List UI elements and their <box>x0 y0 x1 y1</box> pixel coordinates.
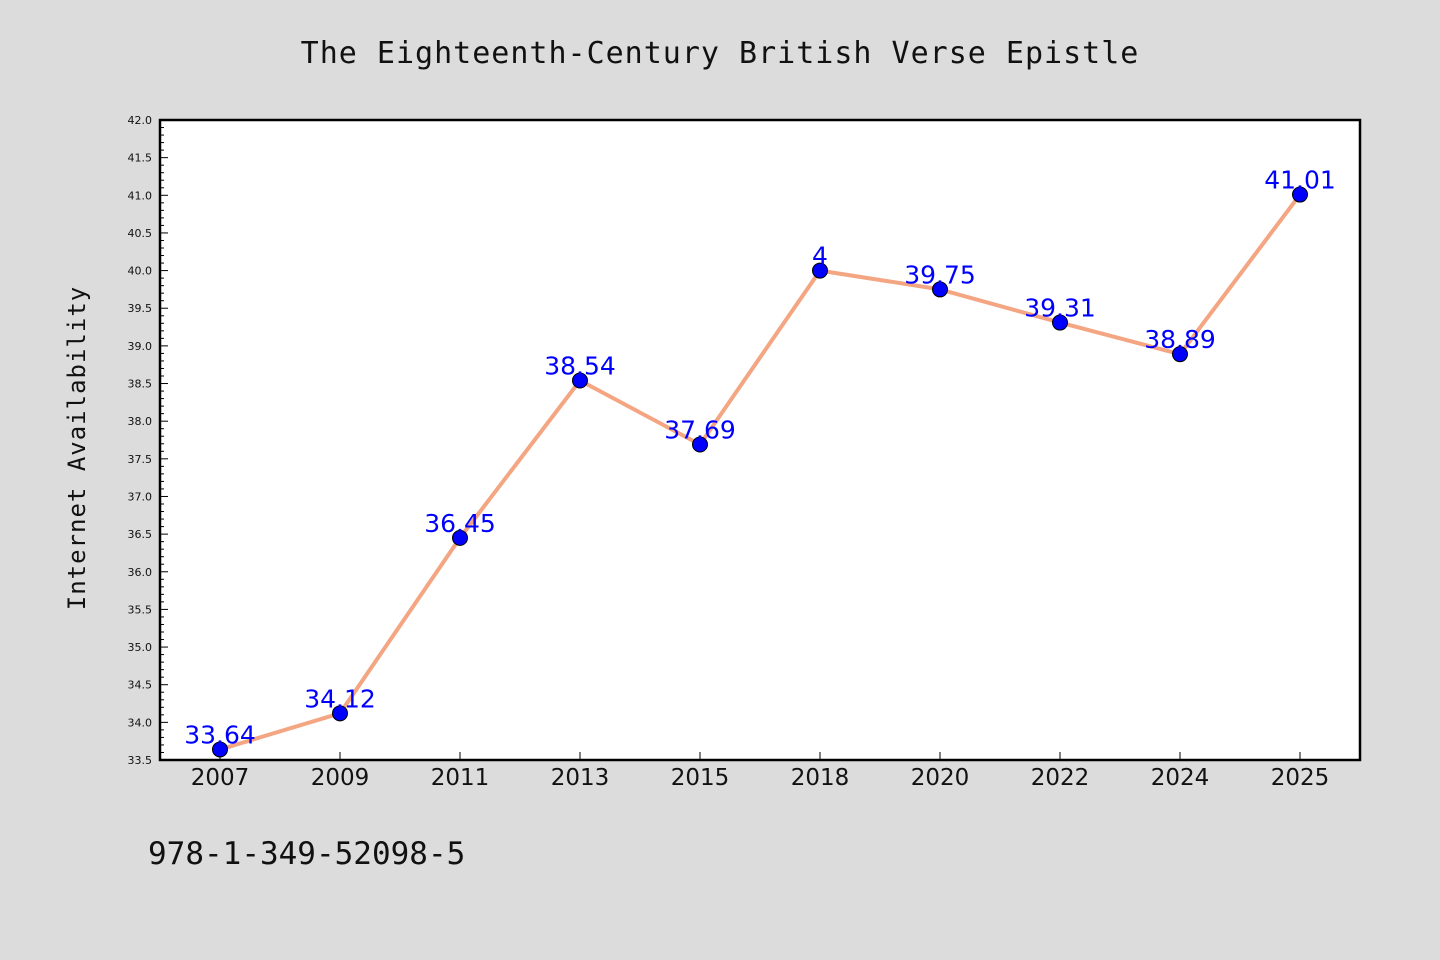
data-point <box>1292 186 1308 203</box>
y-tick-label: 33.5 <box>128 754 153 767</box>
y-tick-label: 39.0 <box>128 340 153 353</box>
data-point <box>332 705 348 722</box>
data-label: 33.64 <box>184 720 256 749</box>
y-tick-label: 36.5 <box>128 528 153 541</box>
data-label: 37.69 <box>664 416 736 445</box>
series-line <box>218 192 1302 752</box>
chart-title: The Eighteenth-Century British Verse Epi… <box>301 36 1140 71</box>
data-point <box>572 372 588 389</box>
y-tick-label: 42.0 <box>128 114 153 127</box>
y-axis: 33.5 34.0 34.5 35.0 35.5 36.0 36.5 37.0 37.5 38.0… <box>128 114 168 767</box>
series-layer: 33.64 34.12 36.45 38.54 37.69 4 39.75 39.31 38.8… <box>184 166 1336 758</box>
x-tick-label: 2007 <box>191 765 250 791</box>
data-point <box>212 741 228 758</box>
data-point <box>1052 314 1068 331</box>
y-tick-label: 39.5 <box>128 302 153 315</box>
y-tick-label: 41.5 <box>128 152 153 165</box>
y-tick-label: 37.0 <box>128 490 153 503</box>
x-tick-label: 2020 <box>911 765 970 791</box>
y-tick-label: 35.0 <box>128 641 153 654</box>
data-label: 38.54 <box>544 352 616 381</box>
y-tick-label: 34.5 <box>128 679 153 692</box>
data-label: 39.31 <box>1024 294 1096 323</box>
x-tick-label: 2009 <box>311 765 370 791</box>
y-tick-label: 35.5 <box>128 603 153 616</box>
y-tick-label: 36.0 <box>128 566 153 579</box>
y-tick-label: 38.5 <box>128 378 153 391</box>
data-label: 34.12 <box>304 684 376 713</box>
x-tick-label: 2015 <box>671 765 730 791</box>
data-label: 38.89 <box>1144 325 1216 354</box>
data-point <box>932 281 948 298</box>
plot-frame <box>158 118 1362 762</box>
y-axis-label: Internet Availability <box>63 286 91 610</box>
y-tick-label: 40.5 <box>128 227 153 240</box>
isbn-footnote: 978-1-349-52098-5 <box>148 836 465 872</box>
data-label: 41.01 <box>1264 166 1336 195</box>
y-tick-label: 40.0 <box>128 265 153 278</box>
x-axis: 2007 2009 2011 2013 2015 2018 2020 2022 2024 2025 <box>191 752 1330 791</box>
data-label: 36.45 <box>424 509 496 538</box>
data-point <box>812 262 828 279</box>
x-tick-label: 2018 <box>791 765 850 791</box>
x-tick-label: 2022 <box>1031 765 1090 791</box>
x-tick-label: 2024 <box>1151 765 1210 791</box>
x-tick-label: 2013 <box>551 765 610 791</box>
data-point <box>692 436 708 453</box>
x-tick-label: 2011 <box>431 765 490 791</box>
y-tick-label: 38.0 <box>128 415 153 428</box>
plot-area <box>160 120 1360 760</box>
data-point <box>1172 346 1188 363</box>
y-tick-label: 34.0 <box>128 716 153 729</box>
data-label: 4 <box>812 242 828 271</box>
data-point <box>452 529 468 546</box>
y-tick-label: 37.5 <box>128 453 153 466</box>
data-label: 39.75 <box>904 260 976 289</box>
y-tick-label: 41.0 <box>128 189 153 202</box>
x-tick-label: 2025 <box>1271 765 1330 791</box>
